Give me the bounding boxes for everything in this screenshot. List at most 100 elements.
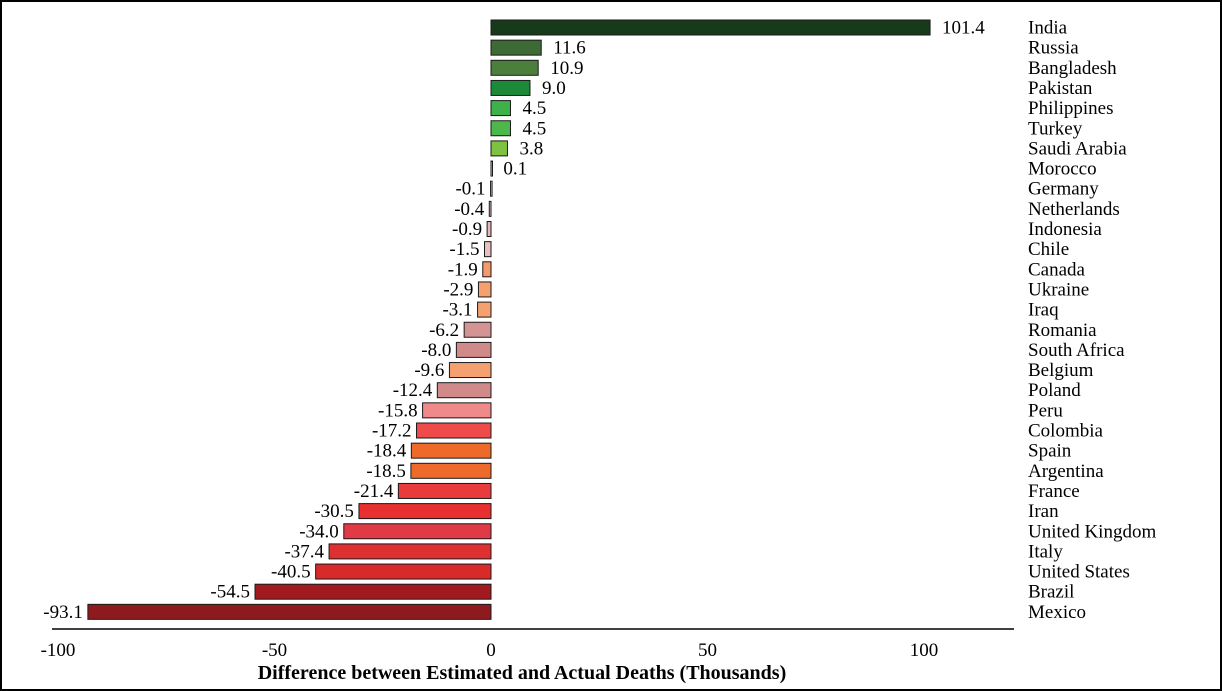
value-label: -0.4 (454, 199, 485, 220)
bar-canada (482, 261, 492, 278)
bar-iraq (477, 301, 492, 318)
value-label: 4.5 (522, 118, 546, 139)
category-label: Peru (1028, 400, 1063, 421)
value-label: 4.5 (522, 98, 546, 119)
x-tick-label: -50 (262, 640, 287, 661)
value-label: 11.6 (553, 38, 586, 59)
bar-france (397, 482, 492, 499)
category-label: Colombia (1028, 421, 1104, 442)
category-label: Iran (1028, 501, 1059, 522)
value-label: -18.5 (366, 461, 406, 482)
category-label: United States (1028, 562, 1130, 583)
value-label: 9.0 (542, 78, 566, 99)
category-label: India (1028, 18, 1068, 39)
value-label: -0.9 (452, 219, 482, 240)
x-tick-label: -100 (41, 640, 76, 661)
category-label: France (1028, 481, 1080, 502)
bar-saudi-arabia (490, 140, 508, 157)
category-label: Spain (1028, 441, 1072, 462)
bar-belgium (448, 362, 492, 379)
value-label: -18.4 (367, 441, 407, 462)
category-label: Iraq (1028, 300, 1059, 321)
category-label: Canada (1028, 259, 1086, 280)
bar-indonesia (486, 221, 492, 237)
category-label: Philippines (1028, 98, 1114, 119)
x-tick-label: 0 (486, 640, 496, 661)
bar-morocco (490, 160, 493, 177)
bar-spain (410, 442, 492, 459)
category-label: United Kingdom (1028, 521, 1156, 542)
bar-romania (463, 321, 492, 338)
category-label: Mexico (1028, 602, 1086, 623)
x-tick-label: 50 (698, 640, 717, 661)
category-label: Saudi Arabia (1028, 138, 1127, 159)
bars-layer: 101.4 India 11.6 Russia 10.9 Bangladesh 9.0 Pak… (43, 18, 1156, 623)
bar-turkey (490, 120, 511, 137)
category-label: Indonesia (1028, 219, 1102, 240)
value-label: -2.9 (443, 279, 473, 300)
value-label: -1.5 (449, 239, 479, 260)
value-label: -17.2 (372, 421, 412, 442)
value-label: -37.4 (284, 541, 324, 562)
bar-chile (484, 241, 492, 258)
bar-argentina (410, 462, 492, 479)
value-label: -34.0 (299, 521, 339, 542)
bar-poland (436, 382, 492, 399)
value-label: 0.1 (503, 159, 527, 180)
category-label: Pakistan (1028, 78, 1093, 99)
bar-united-states (315, 563, 492, 580)
value-label: -8.0 (421, 340, 451, 361)
category-label: Morocco (1028, 159, 1097, 180)
value-label: -21.4 (354, 481, 394, 502)
value-label: -0.1 (455, 179, 485, 200)
value-label: -3.1 (442, 300, 472, 321)
value-label: -1.9 (448, 259, 478, 280)
value-label: 10.9 (550, 58, 583, 79)
bar-bangladesh (490, 59, 539, 76)
bar-italy (328, 543, 492, 560)
bar-iran (358, 503, 492, 520)
category-label: Germany (1028, 179, 1099, 200)
category-label: Russia (1028, 38, 1079, 59)
category-label: Netherlands (1028, 199, 1120, 220)
value-label: -40.5 (271, 562, 311, 583)
category-label: Bangladesh (1028, 58, 1117, 79)
bar-russia (490, 39, 542, 56)
bar-netherlands (488, 200, 492, 217)
x-axis-title: Difference between Estimated and Actual … (258, 662, 787, 684)
value-label: 3.8 (519, 138, 543, 159)
bar-south-africa (455, 341, 492, 358)
bar-brazil (254, 583, 492, 600)
value-label: -6.2 (429, 320, 459, 341)
category-label: Brazil (1028, 582, 1074, 603)
category-label: South Africa (1028, 340, 1125, 361)
bar-united-kingdom (343, 523, 492, 540)
bar-colombia (416, 422, 492, 439)
value-label: -9.6 (414, 360, 444, 381)
value-label: -15.8 (378, 400, 418, 421)
value-label: -12.4 (393, 380, 433, 401)
bar-peru (422, 402, 492, 419)
bar-pakistan (490, 79, 531, 96)
category-label: Ukraine (1028, 279, 1089, 300)
category-label: Romania (1028, 320, 1097, 341)
category-label: Belgium (1028, 360, 1094, 381)
category-label: Argentina (1028, 461, 1104, 482)
category-label: Poland (1028, 380, 1081, 401)
value-label: -93.1 (43, 602, 83, 623)
bar-ukraine (477, 281, 492, 298)
category-label: Turkey (1028, 118, 1083, 139)
bar-india (490, 19, 931, 36)
value-label: -54.5 (210, 582, 250, 603)
x-tick-labels: -100 -50 0 50 100 (41, 640, 939, 661)
value-label: 101.4 (942, 18, 985, 39)
category-label: Chile (1028, 239, 1069, 260)
category-label: Italy (1028, 541, 1063, 562)
bar-philippines (490, 100, 511, 117)
value-label: -30.5 (314, 501, 354, 522)
bar-mexico (87, 603, 492, 620)
bar-germany (490, 180, 493, 197)
x-tick-label: 100 (910, 640, 939, 661)
